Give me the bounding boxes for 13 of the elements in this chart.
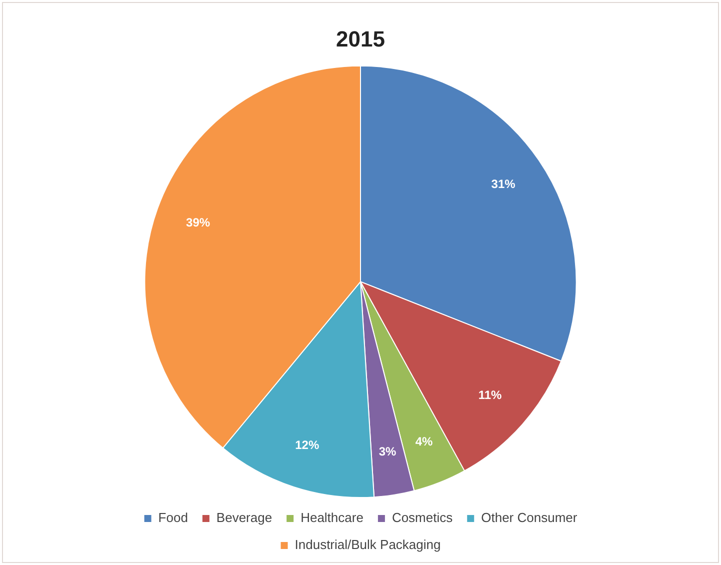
legend-label: Food bbox=[158, 510, 188, 526]
chart-title: 2015 bbox=[336, 26, 385, 52]
data-label: 3% bbox=[378, 444, 397, 459]
data-label: 12% bbox=[295, 438, 320, 452]
data-label: 39% bbox=[186, 216, 210, 230]
data-label: 11% bbox=[478, 388, 502, 402]
legend-label: Cosmetics bbox=[392, 510, 454, 526]
legend-label: Other Consumer bbox=[481, 510, 578, 526]
data-label: 4% bbox=[415, 434, 434, 449]
data-label: 31% bbox=[491, 176, 516, 191]
legend-label: Beverage bbox=[216, 510, 272, 526]
legend-label: Healthcare bbox=[300, 510, 364, 526]
legend-label: Industrial/Bulk Packaging bbox=[294, 537, 441, 552]
